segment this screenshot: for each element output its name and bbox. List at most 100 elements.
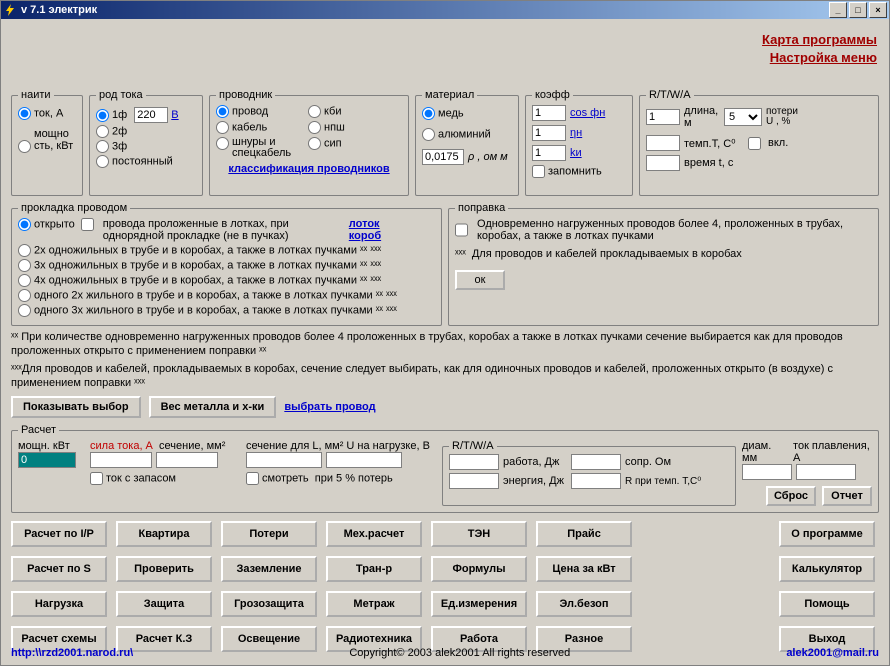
current-output [90, 452, 152, 468]
group-correction: поправка Одновременно нагруженных провод… [448, 202, 879, 326]
btn-trans[interactable]: Тран-р [326, 556, 422, 582]
len-input[interactable] [646, 109, 680, 125]
work-output [449, 454, 499, 470]
btn-about[interactable]: О программе [779, 521, 875, 547]
btn-check[interactable]: Проверить [116, 556, 212, 582]
uload-output [326, 452, 402, 468]
btn-mech[interactable]: Мех.расчет [326, 521, 422, 547]
radio-sip[interactable] [308, 137, 321, 150]
energy-output [449, 473, 499, 489]
minimize-button[interactable]: _ [829, 2, 847, 18]
btn-ok[interactable]: ок [455, 270, 505, 290]
btn-calc-s[interactable]: Расчет по S [11, 556, 107, 582]
radio-al[interactable] [422, 128, 435, 141]
btn-reset[interactable]: Сброс [766, 486, 816, 506]
btn-help[interactable]: Помощь [779, 591, 875, 617]
radio-lay6[interactable] [18, 304, 31, 317]
link-program-map[interactable]: Карта программы [762, 31, 877, 49]
chk-vkl[interactable] [748, 137, 761, 150]
section-output [156, 452, 218, 468]
btn-protect[interactable]: Защита [116, 591, 212, 617]
rho-input[interactable] [422, 149, 464, 165]
radio-2f[interactable] [96, 125, 109, 138]
chk-lotok-note[interactable] [81, 218, 94, 231]
radio-lay2[interactable] [18, 244, 31, 257]
radio-power[interactable] [18, 140, 31, 153]
chk-remember[interactable] [532, 165, 545, 178]
ki-input[interactable] [532, 145, 566, 161]
maximize-button[interactable]: □ [849, 2, 867, 18]
link-voltage[interactable]: В [171, 109, 178, 121]
link-eta[interactable]: ηн [570, 127, 582, 139]
link-lotok[interactable]: лоток [349, 218, 381, 230]
btn-elsafety[interactable]: Эл.безоп [536, 591, 632, 617]
radio-shnur[interactable] [216, 137, 229, 150]
btn-report[interactable]: Отчет [822, 486, 872, 506]
btn-meter[interactable]: Метраж [326, 591, 422, 617]
btn-ten[interactable]: ТЭН [431, 521, 527, 547]
diam-output [742, 464, 792, 480]
footnote1: ˣˣ При количестве одновременно нагруженн… [11, 330, 879, 358]
close-button[interactable]: × [869, 2, 887, 18]
link-menu-setup[interactable]: Настройка меню [762, 49, 877, 67]
btn-show-choice[interactable]: Показывать выбор [11, 396, 141, 418]
radio-lay4[interactable] [18, 274, 31, 287]
footer-copyright: Copyright© 2003 alek2001 All rights rese… [349, 647, 570, 659]
temp-input[interactable] [646, 135, 680, 151]
sectionL-output [246, 452, 322, 468]
btn-calc-ip[interactable]: Расчет по I/P [11, 521, 107, 547]
group-conductor: проводник провод кабель шнуры и спецкабе… [209, 89, 409, 196]
app-icon [3, 3, 17, 17]
radio-1f[interactable] [96, 109, 109, 122]
time-input[interactable] [646, 155, 680, 171]
radio-kabel[interactable] [216, 121, 229, 134]
radio-tok[interactable] [18, 107, 31, 120]
radio-lay5[interactable] [18, 289, 31, 302]
btn-lightning[interactable]: Грозозащита [221, 591, 317, 617]
btn-price-kwt[interactable]: Цена за кВт [536, 556, 632, 582]
group-calc-rtwa: R/T/W/A работа, Джсопр. Ом энергия, ДжR … [442, 440, 736, 506]
btn-load[interactable]: Нагрузка [11, 591, 107, 617]
link-classify[interactable]: классификация проводников [228, 163, 389, 175]
chk-look[interactable] [246, 472, 259, 485]
group-calc: Расчет мощн. кВт сила тока, А сечение, м… [11, 424, 879, 513]
radio-lay3[interactable] [18, 259, 31, 272]
footnote2: ˣˣˣДля проводов и кабелей, прокладываемы… [11, 362, 879, 390]
chk-reserve[interactable] [90, 472, 103, 485]
power-input[interactable] [18, 452, 76, 468]
link-cos[interactable]: cos фн [570, 107, 605, 119]
cos-input[interactable] [532, 105, 566, 121]
btn-calculator[interactable]: Калькулятор [779, 556, 875, 582]
btn-losses[interactable]: Потери [221, 521, 317, 547]
radio-dc[interactable] [96, 155, 109, 168]
chk-corr1[interactable] [455, 218, 468, 242]
titlebar: v 7.1 электрик _ □ × [1, 1, 889, 19]
btn-formulas[interactable]: Формулы [431, 556, 527, 582]
btn-ground[interactable]: Заземление [221, 556, 317, 582]
voltage-input[interactable] [134, 107, 168, 123]
btn-weight[interactable]: Вес металла и х-ки [149, 396, 277, 418]
radio-kbi[interactable] [308, 105, 321, 118]
footer-email[interactable]: alek2001@mail.ru [786, 647, 879, 659]
radio-npsh[interactable] [308, 121, 321, 134]
group-coeff: коэфф cos фн ηн kи запомнить [525, 89, 633, 196]
link-ki[interactable]: kи [570, 147, 582, 159]
melt-output [796, 464, 856, 480]
btn-price[interactable]: Прайс [536, 521, 632, 547]
btn-units[interactable]: Ед.измерения [431, 591, 527, 617]
res-output [571, 454, 621, 470]
radio-provod[interactable] [216, 105, 229, 118]
group-rtwa: R/T/W/A длина, м 5 потери U , % темп.T, … [639, 89, 879, 196]
eta-input[interactable] [532, 125, 566, 141]
group-laying: прокладка проводом открыто провода проло… [11, 202, 442, 326]
radio-open[interactable] [18, 218, 31, 231]
group-rod: род тока 1ф В 2ф 3ф постоянный [89, 89, 203, 196]
sel-loss[interactable]: 5 [724, 108, 762, 126]
radio-cu[interactable] [422, 107, 435, 120]
link-korob[interactable]: короб [349, 230, 381, 242]
rtemp-output [571, 473, 621, 489]
link-choose-wire[interactable]: выбрать провод [284, 401, 375, 413]
btn-apartment[interactable]: Квартира [116, 521, 212, 547]
radio-3f[interactable] [96, 140, 109, 153]
footer-url[interactable]: http:\\rzd2001.narod.ru\ [11, 647, 133, 659]
